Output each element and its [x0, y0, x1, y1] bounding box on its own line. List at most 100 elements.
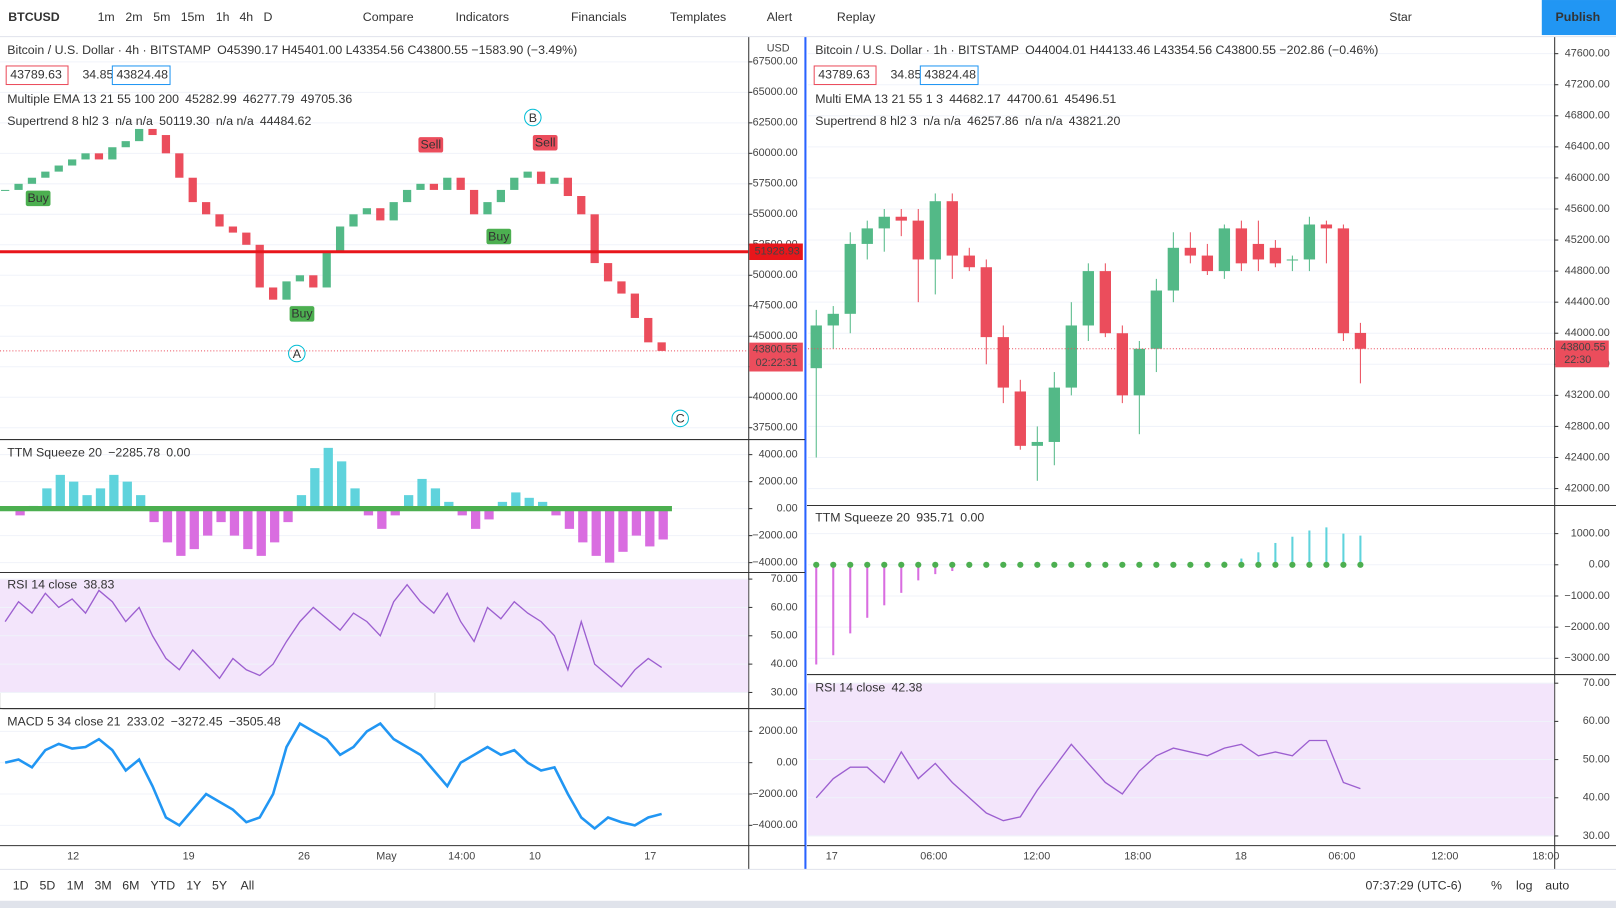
- interval-button[interactable]: 4h: [239, 10, 253, 24]
- y-tick-label: 44400.00: [1565, 296, 1610, 308]
- candle: [188, 177, 197, 203]
- legend-text: 45282.99: [185, 92, 237, 106]
- interval-button[interactable]: D: [263, 10, 272, 24]
- candle: [295, 275, 305, 282]
- y-tick-label: 65000.00: [753, 86, 798, 98]
- legend-text: −3505.48: [229, 715, 281, 729]
- candle-body: [1252, 243, 1265, 260]
- candle: [309, 275, 318, 288]
- histogram-bar: [430, 488, 441, 509]
- histogram-bar: [15, 508, 25, 516]
- histogram-bar: [524, 497, 534, 509]
- candle-body: [844, 243, 856, 314]
- toolbar-button[interactable]: Alert: [767, 10, 793, 24]
- candle: [1, 189, 10, 191]
- annotation: Sell: [535, 136, 556, 150]
- y-tick-label: 46800.00: [1565, 110, 1610, 122]
- legend-text: 0.00: [960, 511, 984, 525]
- candle: [469, 189, 479, 215]
- candle: [644, 317, 653, 343]
- candle-body: [946, 201, 958, 256]
- axis-option[interactable]: %: [1491, 879, 1502, 893]
- candle: [483, 202, 492, 215]
- squeeze-dot: [898, 561, 905, 568]
- candle: [322, 250, 331, 288]
- toolbar-button[interactable]: Indicators: [456, 10, 510, 24]
- squeeze-dot: [1136, 561, 1143, 568]
- price-marker: [749, 342, 803, 372]
- interval-button[interactable]: 1m: [98, 10, 115, 24]
- toolbar-button[interactable]: Templates: [670, 10, 726, 24]
- chart-title: Bitcoin / U.S. Dollar · 4h · BITSTAMP: [7, 43, 211, 57]
- histogram-bar: [189, 508, 199, 550]
- badge-text: 43824.48: [116, 68, 168, 82]
- interval-button[interactable]: 5m: [153, 10, 170, 24]
- x-tick-label: 14:00: [448, 850, 475, 862]
- interval-button[interactable]: 2m: [125, 10, 142, 24]
- y-tick-label: 62500.00: [753, 117, 798, 129]
- candle-body: [1218, 228, 1231, 272]
- x-tick-label: 10: [529, 850, 541, 862]
- histogram-bar: [551, 508, 561, 516]
- y-tick-label: 40.00: [1583, 792, 1610, 804]
- y-tick-label: 45000.00: [753, 330, 798, 342]
- range-button[interactable]: 1M: [67, 879, 84, 893]
- squeeze-dot: [847, 561, 854, 568]
- y-tick-label: 42800.00: [1565, 420, 1610, 432]
- range-button[interactable]: 3M: [94, 879, 111, 893]
- range-button[interactable]: 1D: [13, 879, 29, 893]
- candle: [268, 287, 278, 300]
- legend-text: n/a n/a: [923, 114, 961, 128]
- range-button[interactable]: 5Y: [212, 879, 227, 893]
- histogram-bar: [631, 508, 642, 536]
- candle: [577, 196, 586, 215]
- candle-body: [1150, 290, 1163, 349]
- star-button[interactable]: Star: [1389, 10, 1412, 24]
- candle: [510, 177, 519, 190]
- wave-circle: [671, 409, 689, 428]
- range-button[interactable]: All: [240, 879, 254, 893]
- y-tick-label: 42000.00: [1565, 482, 1610, 494]
- y-tick-label: 44800.00: [1565, 265, 1610, 277]
- squeeze-dot: [813, 561, 820, 568]
- axis-option[interactable]: log: [1516, 879, 1533, 893]
- toolbar-button[interactable]: Financials: [571, 10, 627, 24]
- toolbar-button[interactable]: Replay: [837, 10, 876, 24]
- y-tick-label: 70.00: [1583, 677, 1610, 689]
- candle: [148, 128, 157, 136]
- candle: [282, 281, 291, 300]
- rsi-line: [4, 583, 663, 688]
- range-button[interactable]: 1Y: [186, 879, 201, 893]
- interval-button[interactable]: 1h: [216, 10, 230, 24]
- legend-text: 50119.30: [159, 114, 210, 128]
- publish-button[interactable]: [1541, 0, 1616, 36]
- candle: [376, 208, 385, 221]
- histogram-bar: [390, 508, 400, 516]
- y-tick-label: 44000.00: [1565, 327, 1610, 339]
- legend-text: n/a n/a: [216, 114, 254, 128]
- x-tick-label: 18:00: [1124, 850, 1151, 862]
- axis-option[interactable]: auto: [1545, 879, 1569, 893]
- candle-body: [810, 325, 822, 369]
- range-button[interactable]: 6M: [122, 879, 139, 893]
- y-tick-label: 55000.00: [753, 208, 798, 220]
- interval-button[interactable]: 15m: [181, 10, 205, 24]
- histogram-bar: [243, 508, 253, 550]
- legend-text: Multi EMA 13 21 55 1 3: [815, 92, 943, 106]
- legend-text: 38.83: [83, 578, 114, 592]
- y-tick-label: 4000.00: [759, 448, 798, 460]
- x-tick-label: 26: [298, 850, 310, 862]
- range-button[interactable]: YTD: [150, 879, 175, 893]
- y-tick-label: −4000.00: [752, 556, 797, 568]
- range-button[interactable]: 5D: [40, 879, 56, 893]
- signal-badge: [289, 306, 315, 322]
- y-tick-label: 42400.00: [1565, 451, 1610, 463]
- candle: [416, 183, 425, 190]
- toolbar-button[interactable]: Compare: [363, 10, 414, 24]
- y-tick-label: −2000.00: [1564, 621, 1609, 633]
- candle-body: [1269, 247, 1282, 264]
- candle-body: [1099, 271, 1111, 334]
- annotation: Buy: [27, 191, 49, 205]
- histogram-bar: [229, 508, 240, 536]
